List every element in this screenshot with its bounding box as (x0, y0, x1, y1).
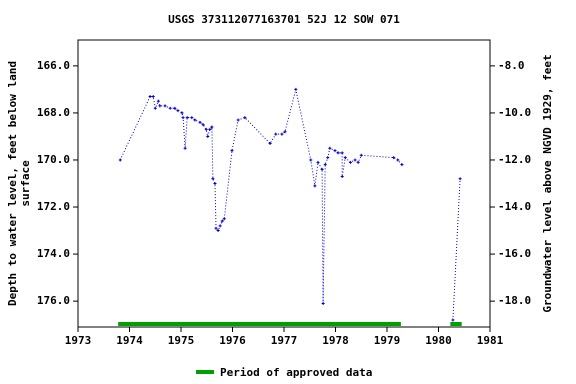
y-tick-label: 166.0 (37, 59, 70, 72)
data-point (336, 151, 340, 155)
data-point (208, 127, 212, 131)
data-point (230, 149, 234, 153)
data-point (168, 106, 172, 110)
data-point (320, 167, 324, 171)
data-point (294, 87, 298, 91)
y-tick-label: 174.0 (37, 247, 70, 260)
data-point (323, 163, 327, 167)
data-point (185, 116, 189, 120)
data-point (313, 184, 317, 188)
data-point (118, 158, 122, 162)
data-point (190, 116, 194, 120)
data-point (153, 106, 157, 110)
data-point (356, 160, 360, 164)
data-point (236, 118, 240, 122)
data-point (181, 116, 185, 120)
approved-period (118, 322, 401, 326)
data-point (206, 134, 210, 138)
y-tick-label: 176.0 (37, 294, 70, 307)
x-tick-label: 1974 (116, 334, 143, 347)
data-point (148, 94, 152, 98)
data-point (353, 158, 357, 162)
y2-tick-label: -14.0 (498, 200, 531, 213)
approved-period (450, 322, 462, 326)
data-point (328, 146, 332, 150)
data-point (309, 158, 313, 162)
y2-tick-label: -16.0 (498, 247, 531, 260)
data-point (280, 132, 284, 136)
data-point (180, 111, 184, 115)
data-point (151, 94, 155, 98)
data-point (396, 158, 400, 162)
data-line (119, 89, 461, 320)
data-point (458, 177, 462, 181)
data-point (326, 156, 330, 160)
data-point (158, 104, 162, 108)
x-tick-label: 1979 (374, 334, 401, 347)
legend-label: Period of approved data (220, 366, 372, 379)
data-point (198, 120, 202, 124)
data-point (211, 177, 215, 181)
data-point (216, 229, 220, 233)
data-point (213, 182, 217, 185)
data-point (176, 109, 180, 113)
y2-tick-label: -12.0 (498, 153, 531, 166)
data-point (359, 153, 363, 157)
data-point (220, 219, 224, 223)
data-point (201, 123, 205, 127)
data-point (333, 149, 337, 153)
data-point (283, 130, 287, 134)
data-point (163, 104, 167, 108)
chart-title: USGS 373112077163701 52J 12 SOW 071 (168, 13, 400, 26)
data-point (268, 142, 272, 146)
x-tick-label: 1975 (168, 334, 195, 347)
data-point (340, 151, 344, 155)
x-tick-label: 1977 (271, 334, 298, 347)
data-point (274, 132, 278, 136)
x-tick-label: 1980 (425, 334, 452, 347)
data-point (193, 118, 197, 122)
y-tick-label: 170.0 (37, 153, 70, 166)
x-tick-label: 1981 (477, 334, 504, 347)
data-point (340, 174, 344, 178)
x-tick-label: 1978 (322, 334, 349, 347)
y2-axis-label: Groundwater level above NGVD 1929, feet (541, 54, 554, 312)
x-tick-label: 1973 (65, 334, 92, 347)
y2-tick-label: -8.0 (498, 59, 525, 72)
data-point (451, 318, 455, 322)
data-point (222, 217, 226, 221)
plot-frame (77, 39, 491, 328)
data-point (243, 116, 247, 120)
x-tick-label: 1976 (219, 334, 246, 347)
data-point (204, 127, 208, 131)
data-point (400, 163, 404, 167)
data-point (156, 99, 160, 103)
data-point (210, 125, 214, 129)
y-tick-label: 168.0 (37, 106, 70, 119)
data-point (321, 301, 325, 305)
data-point (348, 160, 352, 164)
data-point (392, 156, 396, 160)
data-point (214, 226, 218, 230)
y-tick-label: 172.0 (37, 200, 70, 213)
data-point (218, 224, 222, 228)
y2-tick-label: -10.0 (498, 106, 531, 119)
y2-tick-label: -18.0 (498, 294, 531, 307)
data-point (343, 156, 347, 160)
data-point (183, 146, 187, 150)
data-point (316, 160, 320, 164)
y-axis-label: Depth to water level, feet below landsur… (6, 61, 32, 306)
data-point (173, 106, 177, 110)
